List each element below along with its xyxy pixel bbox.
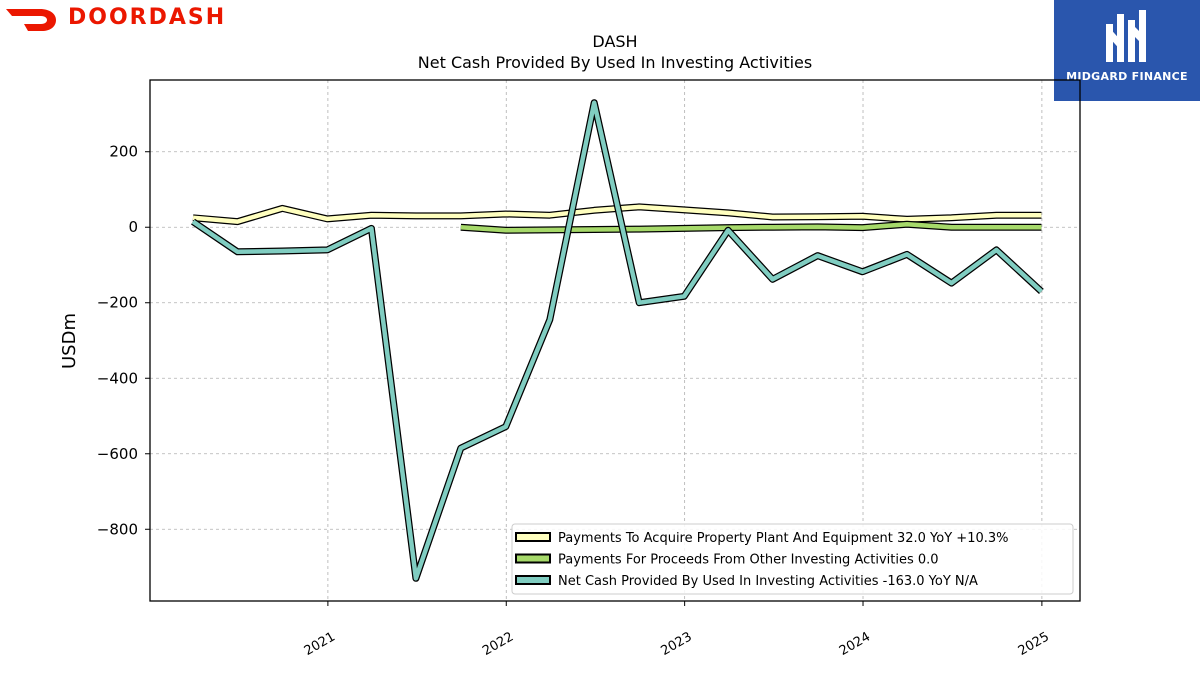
y-tick-label: 200 (109, 143, 138, 161)
y-tick-label: 0 (128, 218, 138, 236)
partner-name: MIDGARD FINANCE (1066, 70, 1188, 83)
series-line (191, 100, 1043, 581)
legend-label: Net Cash Provided By Used In Investing A… (558, 574, 978, 589)
legend-label: Payments To Acquire Property Plant And E… (558, 531, 1009, 546)
doordash-dash-icon (6, 9, 56, 31)
legend: Payments To Acquire Property Plant And E… (511, 523, 1074, 595)
legend-swatch (515, 532, 551, 542)
legend-swatch (515, 575, 551, 585)
y-tick-label: −800 (97, 520, 138, 538)
brand-name: DOORDASH (68, 5, 227, 30)
plot-frame (149, 79, 1081, 602)
chart-title: DASH (592, 32, 637, 51)
x-tick-label: 2025 (1016, 629, 1052, 659)
midgard-m-icon (1106, 10, 1146, 62)
y-tick-label: −400 (97, 369, 138, 387)
partner-badge: MIDGARD FINANCE (1054, 0, 1200, 101)
y-tick-label: −600 (97, 445, 138, 463)
series-line (460, 221, 1042, 233)
y-tick-label: −200 (97, 294, 138, 312)
legend-label: Payments For Proceeds From Other Investi… (558, 553, 939, 568)
x-tick-label: 2023 (658, 629, 694, 659)
chart-subtitle: Net Cash Provided By Used In Investing A… (418, 53, 812, 72)
x-tick-label: 2024 (837, 629, 873, 659)
x-tick-label: 2022 (480, 629, 516, 659)
series-line-outline (191, 99, 1044, 582)
legend-swatch (515, 553, 551, 564)
doordash-logo (4, 4, 254, 34)
y-axis-label: USDm (59, 313, 80, 369)
legend-box (511, 523, 1074, 595)
x-tick-label: 2021 (302, 629, 338, 659)
